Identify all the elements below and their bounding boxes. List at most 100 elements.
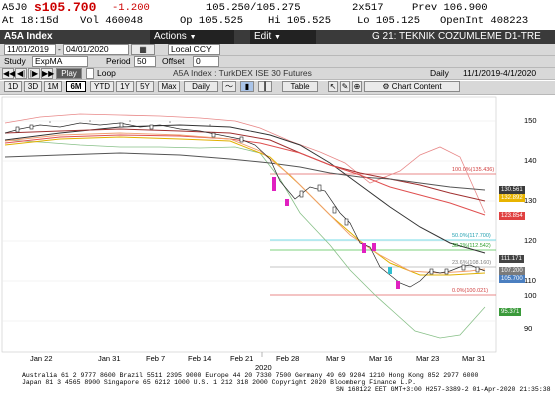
footer-contacts: Australia 61 2 9777 8600 Brazil 5511 239… — [22, 372, 479, 379]
playback-row: ◀◀ ◀| |▶ ▶▶ Play Loop A5A Index : TurkDE… — [0, 68, 555, 80]
currency-select[interactable]: Local CCY — [168, 44, 220, 55]
frequency-label: Daily — [430, 68, 449, 78]
draw-icon[interactable]: ✎ — [340, 81, 350, 92]
open-interest: OpenInt 408223 — [440, 15, 529, 27]
date-range-label: 11/1/2019-4/1/2020 — [463, 68, 537, 78]
y-tick: 150 — [524, 116, 537, 125]
title-bar: A5A Index Actions ▼ Edit ▼ G 21: TEKNIK … — [0, 30, 555, 44]
cursor-icon[interactable]: ↖ — [328, 81, 338, 92]
x-tick: Feb 21 — [230, 354, 254, 363]
price-chart — [1, 96, 497, 357]
period-tab-1y[interactable]: 1Y — [116, 81, 134, 92]
y-tick: 90 — [524, 324, 533, 333]
edit-label: Edit — [254, 31, 272, 42]
security-name: A5A Index — [4, 31, 53, 42]
period-tab-5y[interactable]: 5Y — [136, 81, 154, 92]
chart-content-button[interactable]: ⚙ Chart Content — [364, 81, 460, 92]
date-range-row: 11/01/2019 - 04/01/2020 ▦ Local CCY — [0, 44, 555, 56]
x-tick: Jan 31 — [98, 354, 121, 363]
x-tick: Mar 16 — [369, 354, 393, 363]
fib-label: 50.0%(117.700) — [452, 233, 491, 239]
play-button[interactable]: Play — [56, 68, 82, 79]
price-tag: 130.561 — [499, 186, 525, 194]
chart-content-label: Chart Content — [391, 82, 442, 91]
price-tag: 95.371 — [499, 308, 522, 316]
price-change: -1.200 — [112, 2, 150, 14]
period-tab-1m[interactable]: 1M — [44, 81, 62, 92]
x-tick: Mar 23 — [416, 354, 440, 363]
high-price: Hi 105.525 — [268, 15, 332, 27]
rewind-icon[interactable]: ◀◀ — [2, 68, 16, 79]
quote-header: A5J0 s105.700 -1.200 105.250/105.275 2x5… — [0, 0, 555, 30]
edit-menu[interactable]: Edit ▼ — [250, 30, 316, 44]
date-separator: - — [58, 44, 61, 54]
fib-label: 0.0%(100.021) — [452, 288, 489, 294]
period-tab-3d[interactable]: 3D — [24, 81, 42, 92]
price-tag: 123.854 — [499, 212, 525, 220]
offset-input[interactable]: 0 — [193, 56, 219, 67]
fib-label: 38.2%(112.542) — [452, 243, 491, 249]
actions-label: Actions — [154, 31, 187, 42]
loop-checkbox[interactable] — [86, 68, 94, 79]
x-tick: Feb 14 — [188, 354, 212, 363]
period-tab-1d[interactable]: 1D — [4, 81, 22, 92]
chart-area[interactable]: 150 140 130 120 110 100 90 100.0%(135.43… — [0, 95, 555, 400]
price-tag: 132.892 — [499, 194, 525, 202]
y-tick: 130 — [524, 196, 537, 205]
fast-forward-icon[interactable]: ▶▶ — [41, 68, 55, 79]
line-chart-icon[interactable]: 〜 — [222, 81, 236, 92]
bar-chart-icon[interactable]: ┃ — [258, 81, 272, 92]
price-tag: 107.200 — [499, 267, 525, 275]
y-tick: 120 — [524, 236, 537, 245]
period-tab-ytd[interactable]: YTD — [90, 81, 114, 92]
end-date-field[interactable]: 04/01/2020 — [63, 44, 129, 55]
study-label: Study — [4, 56, 26, 66]
bid-ask-size: 2x517 — [352, 2, 384, 14]
quote-time: At 18:15d — [2, 15, 59, 27]
fib-label: 23.6%(108.160) — [452, 260, 492, 266]
period-tab-max[interactable]: Max — [158, 81, 180, 92]
bid-ask: 105.250/105.275 — [206, 2, 301, 14]
start-date-field[interactable]: 11/01/2019 — [4, 44, 56, 55]
gear-icon: ⚙ — [382, 82, 390, 91]
chevron-down-icon: ▼ — [189, 34, 197, 41]
page-title: G 21: TEKNIK COZUMLEME D1-TRE — [372, 31, 541, 42]
low-price: Lo 105.125 — [357, 15, 421, 27]
chevron-down-icon: ▼ — [274, 34, 281, 41]
chart-title: A5A Index : TurkDEX ISE 30 Futures — [173, 68, 312, 78]
period-tab-6m[interactable]: 6M — [66, 81, 86, 92]
price-tag: 111.171 — [499, 255, 524, 263]
footer-contacts-2: Japan 81 3 4565 8900 Singapore 65 6212 1… — [22, 379, 416, 386]
frequency-select[interactable]: Daily — [184, 81, 218, 92]
period-input[interactable]: 50 — [134, 56, 156, 67]
y-tick: 110 — [524, 276, 536, 285]
table-button[interactable]: Table — [282, 81, 318, 92]
study-select[interactable]: ExpMA — [32, 56, 88, 67]
y-tick: 140 — [524, 156, 537, 165]
y-tick: 100 — [524, 291, 537, 300]
x-tick: Mar 31 — [462, 354, 486, 363]
loop-label: Loop — [97, 68, 116, 78]
x-tick: Feb 7 — [146, 354, 166, 363]
footer-session: SN 168122 EET GMT+3:00 H257-3389-2 01-Ap… — [336, 386, 551, 393]
year-label: 2020 — [255, 363, 272, 372]
last-price: s105.700 — [34, 0, 97, 15]
ticker: A5J0 — [2, 2, 28, 14]
prev-close: Prev 106.900 — [412, 2, 488, 14]
actions-menu[interactable]: Actions ▼ — [150, 30, 234, 44]
x-tick: Jan 22 — [30, 354, 53, 363]
price-tag: 105.700 — [499, 275, 525, 283]
step-forward-icon[interactable]: |▶ — [28, 68, 40, 79]
volume: Vol 460048 — [80, 15, 144, 27]
study-row: Study ExpMA Period 50 Offset 0 — [0, 56, 555, 68]
fib-label: 100.0%(135.436) — [452, 167, 495, 173]
open-price: Op 105.525 — [180, 15, 244, 27]
zoom-icon[interactable]: ⊕ — [352, 81, 362, 92]
period-label: Period — [106, 56, 131, 66]
period-toolbar: 1D 3D 1M 6M YTD 1Y 5Y Max Daily 〜 ▮ ┃ Ta… — [0, 81, 555, 95]
x-tick: Feb 28 — [276, 354, 300, 363]
calendar-icon[interactable]: ▦ — [131, 44, 155, 55]
offset-label: Offset — [162, 56, 185, 66]
candle-chart-icon[interactable]: ▮ — [240, 81, 254, 92]
step-back-icon[interactable]: ◀| — [15, 68, 27, 79]
